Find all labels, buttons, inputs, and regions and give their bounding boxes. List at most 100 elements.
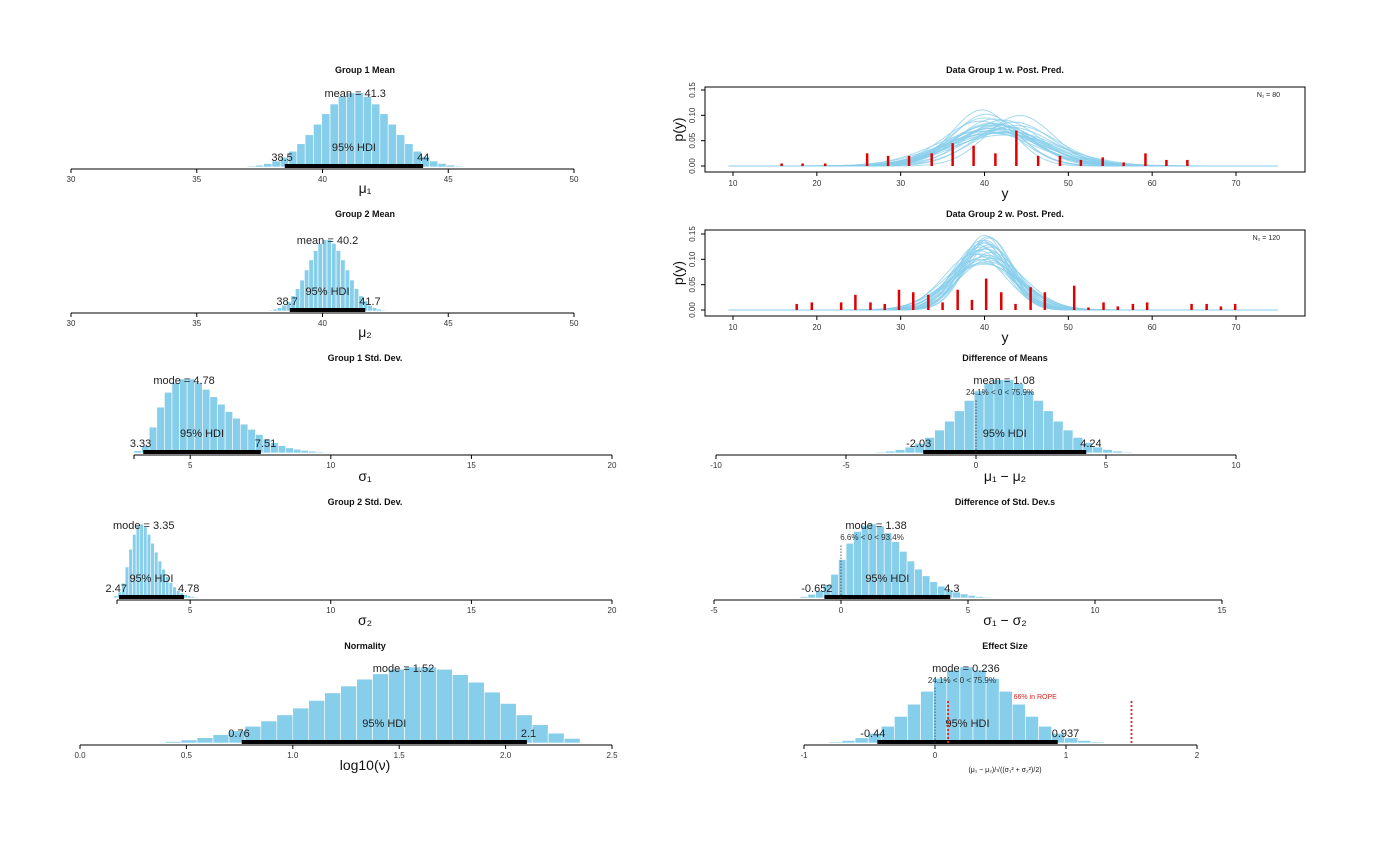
histogram-bar <box>838 559 847 599</box>
histogram-bar <box>224 411 233 454</box>
histogram-bar <box>113 595 119 599</box>
y-tick-label: 0.05 <box>688 132 697 148</box>
histogram-bar <box>164 741 182 744</box>
x-tick-label: 50 <box>1064 179 1073 188</box>
histogram-bar <box>379 113 389 168</box>
panel-title: Data Group 1 w. Post. Pred. <box>946 65 1064 75</box>
x-tick-label: 20 <box>608 461 617 470</box>
x-tick-label: 10 <box>326 606 335 615</box>
central-tendency-label: mode = 3.35 <box>113 520 174 532</box>
histogram-bar <box>967 595 976 599</box>
x-tick-label: 20 <box>812 323 821 332</box>
histogram-bar <box>313 250 319 312</box>
histogram-bar <box>884 450 896 454</box>
posterior-predictive-curve <box>728 109 1278 167</box>
hdi-low-label: -0.44 <box>860 728 885 740</box>
rope-label: 66% in ROPE <box>1014 694 1058 701</box>
x-tick-label: 10 <box>326 461 335 470</box>
sample-size-label: N₁ = 80 <box>1257 92 1280 99</box>
histogram-bar <box>437 163 447 168</box>
histogram-bar <box>975 596 984 599</box>
histogram-bar <box>156 406 165 454</box>
histogram-bar <box>1052 420 1064 454</box>
y-tick-label: 0.15 <box>688 226 697 242</box>
x-tick-label: 15 <box>467 606 476 615</box>
panel-title: Difference of Means <box>962 353 1048 363</box>
histogram-panel-6: Difference of Std. Dev.s -5 0 5 10 15 -0.652 4.… <box>710 497 1227 628</box>
histogram-bar <box>196 737 214 744</box>
histogram-panel-4: Normality 0.0 0.5 1.0 1.5 2.0 2.5 0.76 2.1 95% HD… <box>74 641 618 773</box>
histogram-bar <box>841 740 856 744</box>
histogram-bar <box>212 734 230 744</box>
x-axis-label: y <box>1002 185 1009 201</box>
histogram-bar <box>132 534 137 599</box>
hdi-low-label: 38.5 <box>271 152 292 164</box>
x-tick-label: 50 <box>570 319 579 328</box>
histogram-panel-3: Group 2 Std. Dev. 5 10 15 20 2.47 4.78 95% HDI m… <box>106 497 617 628</box>
histogram-bar <box>934 429 945 454</box>
histogram-panel-1: Group 2 Mean 30 35 40 45 50 38.7 41.7 95% HDI mea… <box>67 209 579 340</box>
x-tick-label: 0 <box>839 606 844 615</box>
histogram-bar <box>499 703 517 744</box>
x-tick-label: 0 <box>974 461 979 470</box>
x-tick-label: 2 <box>1195 751 1200 760</box>
y-tick-label: 0.00 <box>688 302 697 318</box>
x-tick-label: 30 <box>67 175 76 184</box>
x-tick-label: 10 <box>1091 606 1100 615</box>
hdi-low-label: -0.652 <box>801 583 832 595</box>
y-axis-label: p(y) <box>670 261 686 285</box>
central-tendency-label: mean = 40.2 <box>297 235 358 247</box>
hdi-label: 95% HDI <box>306 286 350 298</box>
histogram-bar <box>209 396 218 454</box>
histogram-bar <box>883 532 893 599</box>
histogram-bar <box>346 92 356 168</box>
posterior-predictive-curve <box>728 129 1278 167</box>
x-tick-label: 60 <box>1148 323 1157 332</box>
panel-title: Difference of Std. Dev.s <box>955 497 1055 507</box>
hdi-low-label: 0.76 <box>228 728 249 740</box>
histogram-bar <box>139 523 144 599</box>
x-tick-label: 70 <box>1232 179 1241 188</box>
histogram-bar <box>186 378 196 454</box>
posterior-predictive-curve <box>728 242 1278 311</box>
x-axis-label: μ₁ − μ₂ <box>984 468 1026 484</box>
histogram-bar <box>875 451 886 454</box>
hdi-high-label: 41.7 <box>359 296 380 308</box>
x-tick-label: 40 <box>318 319 327 328</box>
x-tick-label: -10 <box>710 461 722 470</box>
hdi-high-label: 0.937 <box>1052 728 1080 740</box>
x-tick-label: 0.5 <box>181 751 193 760</box>
histogram-bar <box>800 596 809 599</box>
x-tick-label: 40 <box>980 179 989 188</box>
x-axis-label: σ₁ − σ₂ <box>983 612 1026 628</box>
histogram-bar <box>202 389 211 454</box>
histogram-bar <box>894 716 908 744</box>
hdi-label: 95% HDI <box>946 718 990 730</box>
hdi-label: 95% HDI <box>865 573 909 585</box>
plot-frame <box>704 86 1306 173</box>
histogram-bar <box>1023 390 1034 454</box>
histogram-bar <box>1102 449 1113 454</box>
histogram-bar <box>396 134 406 168</box>
histogram-bar <box>381 309 387 312</box>
x-tick-label: 5 <box>966 606 971 615</box>
histogram-bar <box>944 420 955 454</box>
posterior-predictive-curve <box>728 235 1278 311</box>
histogram-bar <box>982 596 992 599</box>
comparison-label: 24.1% < 0 < 75.9% <box>966 388 1034 397</box>
y-tick-label: 0.15 <box>688 82 697 98</box>
histogram-bar <box>914 568 923 599</box>
histogram-bar <box>1112 450 1123 454</box>
histogram-bar <box>387 123 397 168</box>
posterior-predictive-curve <box>728 132 1278 167</box>
hdi-high-label: 4.78 <box>178 583 199 595</box>
histogram-bar <box>276 307 283 312</box>
histogram-bar <box>436 668 453 744</box>
histogram-bar <box>183 594 188 599</box>
histogram-bar <box>190 596 195 599</box>
x-tick-label: 1.5 <box>394 751 406 760</box>
histogram-bar <box>1090 741 1105 744</box>
histogram-bar <box>143 526 148 599</box>
panel-title: Normality <box>344 641 386 651</box>
panel-title: Group 1 Std. Dev. <box>328 353 403 363</box>
